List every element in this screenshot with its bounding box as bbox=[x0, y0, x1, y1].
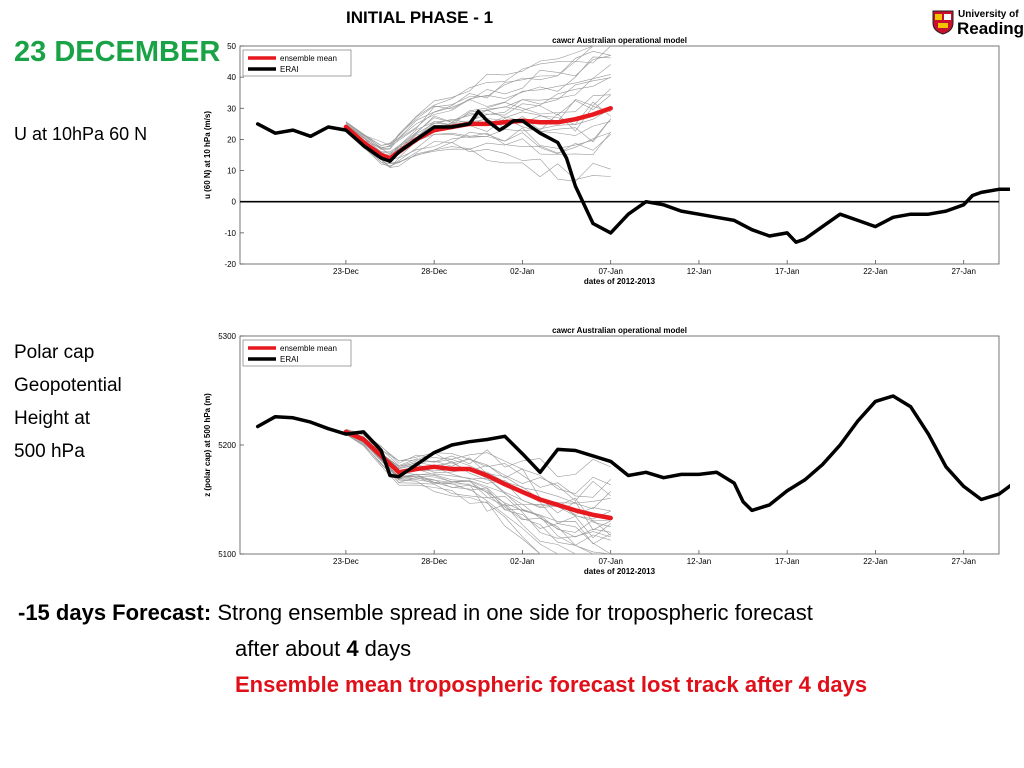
ensemble-mean-line bbox=[343, 429, 613, 521]
x-tick-label: 23-Dec bbox=[333, 557, 359, 566]
caption-text-2a: after about bbox=[235, 636, 347, 661]
university-logo: University of Reading bbox=[932, 6, 1024, 40]
ensemble-member-line bbox=[345, 429, 611, 495]
x-tick-label: 07-Jan bbox=[598, 267, 622, 276]
y-tick-label: -20 bbox=[224, 260, 236, 269]
ensemble-member-line bbox=[345, 430, 611, 478]
x-tick-label: 22-Jan bbox=[863, 557, 887, 566]
y-tick-label: 10 bbox=[227, 167, 236, 176]
y-tick-label: 5100 bbox=[218, 550, 236, 559]
x-tick-label: 27-Jan bbox=[951, 557, 975, 566]
caption-text-1: Strong ensemble spread in one side for t… bbox=[217, 600, 813, 625]
caption-line-2: after about 4 days bbox=[235, 636, 411, 662]
y-tick-label: 0 bbox=[232, 198, 237, 207]
x-tick-label: 22-Jan bbox=[863, 267, 887, 276]
x-tick-label: 17-Jan bbox=[775, 267, 799, 276]
ensemble-member-line bbox=[345, 94, 611, 154]
x-tick-label: 02-Jan bbox=[510, 267, 534, 276]
caption-prefix: -15 days Forecast: bbox=[18, 600, 212, 625]
y-tick-label: 30 bbox=[227, 104, 236, 113]
ensemble-member-line bbox=[345, 45, 611, 149]
legend-box bbox=[242, 339, 352, 367]
legend-box bbox=[242, 49, 352, 77]
date-title: 23 DECEMBER bbox=[14, 36, 221, 68]
ensemble-member-line bbox=[345, 55, 611, 150]
legend-label: ERAI bbox=[280, 355, 299, 364]
x-axis-label: dates of 2012-2013 bbox=[584, 277, 656, 286]
x-tick-label: 07-Jan bbox=[598, 557, 622, 566]
caption-line-1: -15 days Forecast: Strong ensemble sprea… bbox=[18, 600, 813, 626]
x-tick-label: 02-Jan bbox=[510, 557, 534, 566]
ensemble-member-line bbox=[345, 430, 611, 504]
geopotential-chart: cawcr Australian operational model 5100 52… bbox=[203, 326, 1010, 576]
legend-label: ensemble mean bbox=[280, 344, 337, 353]
y-tick-label: 50 bbox=[227, 42, 236, 51]
x-tick-label: 12-Jan bbox=[687, 267, 711, 276]
chart-title: cawcr Australian operational model bbox=[552, 36, 687, 45]
ensemble-member-line bbox=[345, 433, 611, 536]
ensemble-member-line bbox=[345, 432, 611, 555]
y-tick-label: 5300 bbox=[218, 332, 236, 341]
geopotential-label-line: Geopotential bbox=[14, 375, 122, 396]
erai-line bbox=[255, 109, 1010, 244]
geopotential-label-line: 500 hPa bbox=[14, 441, 85, 462]
caption-text-2c: days bbox=[358, 636, 412, 661]
geopotential-label-line: Height at bbox=[14, 408, 91, 429]
y-tick-label: 40 bbox=[227, 73, 236, 82]
x-tick-label: 17-Jan bbox=[775, 557, 799, 566]
ensemble-member-line bbox=[345, 432, 611, 545]
caption-text-2b: 4 bbox=[346, 636, 359, 661]
u-wind-label: U at 10hPa 60 N bbox=[14, 124, 148, 144]
u-wind-chart: cawcr Australian operational model -20 -10… bbox=[203, 36, 1010, 286]
geopotential-label-line: Polar cap bbox=[14, 342, 95, 363]
ensemble-member-line bbox=[345, 94, 611, 153]
erai-line bbox=[255, 394, 1010, 513]
logo-text-top: University of bbox=[958, 9, 1019, 20]
legend: ensemble mean ERAI bbox=[242, 339, 352, 367]
plot-area bbox=[239, 335, 1000, 555]
x-tick-label: 12-Jan bbox=[687, 557, 711, 566]
y-axis-label: z (polar cap) at 500 hPa (m) bbox=[203, 393, 212, 497]
x-tick-label: 28-Dec bbox=[421, 267, 447, 276]
y-tick-label: -10 bbox=[224, 229, 236, 238]
plot-area bbox=[239, 45, 1000, 265]
chart-title: cawcr Australian operational model bbox=[552, 326, 687, 335]
y-axis-label: u (60 N) at 10 hPa (m/s) bbox=[203, 111, 212, 199]
ensemble-member-line bbox=[345, 74, 611, 146]
caption-highlight: Ensemble mean tropospheric forecast lost… bbox=[235, 672, 868, 697]
y-tick-label: 5200 bbox=[218, 441, 236, 450]
logo-text-main: Reading bbox=[957, 19, 1024, 38]
ensemble-member-line bbox=[345, 45, 611, 146]
x-axis-label: dates of 2012-2013 bbox=[584, 567, 656, 576]
legend-label: ensemble mean bbox=[280, 54, 337, 63]
ensemble-member-line bbox=[345, 101, 611, 168]
legend-label: ERAI bbox=[280, 65, 299, 74]
crest-icon bbox=[932, 10, 954, 35]
ensemble-member-line bbox=[345, 56, 611, 149]
slide-heading: INITIAL PHASE - 1 bbox=[346, 8, 494, 27]
x-tick-label: 27-Jan bbox=[951, 267, 975, 276]
y-tick-label: 20 bbox=[227, 135, 236, 144]
x-tick-label: 28-Dec bbox=[421, 557, 447, 566]
legend: ensemble mean ERAI bbox=[242, 49, 352, 77]
ensemble-member-line bbox=[345, 429, 611, 498]
x-tick-label: 23-Dec bbox=[333, 267, 359, 276]
geopotential-label: Polar cap Geopotential Height at 500 hPa bbox=[14, 336, 184, 468]
